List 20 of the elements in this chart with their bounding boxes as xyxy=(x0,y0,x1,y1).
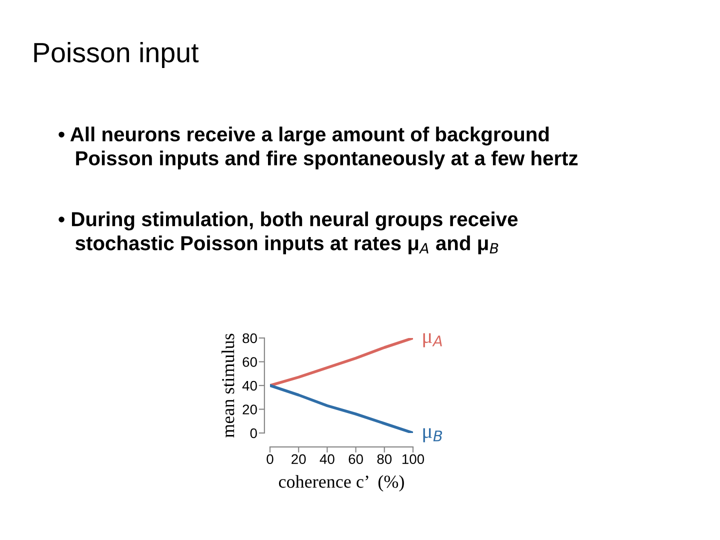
series-label: μ$_{B}$ xyxy=(423,428,442,442)
line-series xyxy=(270,384,413,433)
y-tick-label: 40 xyxy=(242,380,257,391)
x-axis-title: coherence c’ (%) xyxy=(278,475,404,492)
x-tick-label: 80 xyxy=(377,454,392,464)
y-axis-title: mean stimulus xyxy=(222,334,234,438)
x-tick-label: 60 xyxy=(348,454,363,464)
x-tick-label: 40 xyxy=(320,454,334,464)
x-tick-label: 0 xyxy=(266,454,274,464)
text: • All neurons receive a large amount of background Poisson inputs and fire spontaneously at a few hertz xyxy=(58,126,578,170)
chart-title: Poisson input xyxy=(34,42,199,68)
line-series xyxy=(270,338,413,387)
y-tick-label: 60 xyxy=(242,357,257,367)
y-tick-label: 20 xyxy=(242,404,257,414)
y-tick-label: 80 xyxy=(242,333,257,344)
text: • During stimulation, both neural groups receive stochastic Poisson inputs at rates μ$_{A}$ and μ$_{B}$ xyxy=(58,212,518,254)
x-tick-label: 100 xyxy=(402,454,424,464)
x-tick-label: 20 xyxy=(292,454,306,464)
y-tick-label: 0 xyxy=(250,428,257,438)
series-label: μ$_{A}$ xyxy=(423,333,442,348)
